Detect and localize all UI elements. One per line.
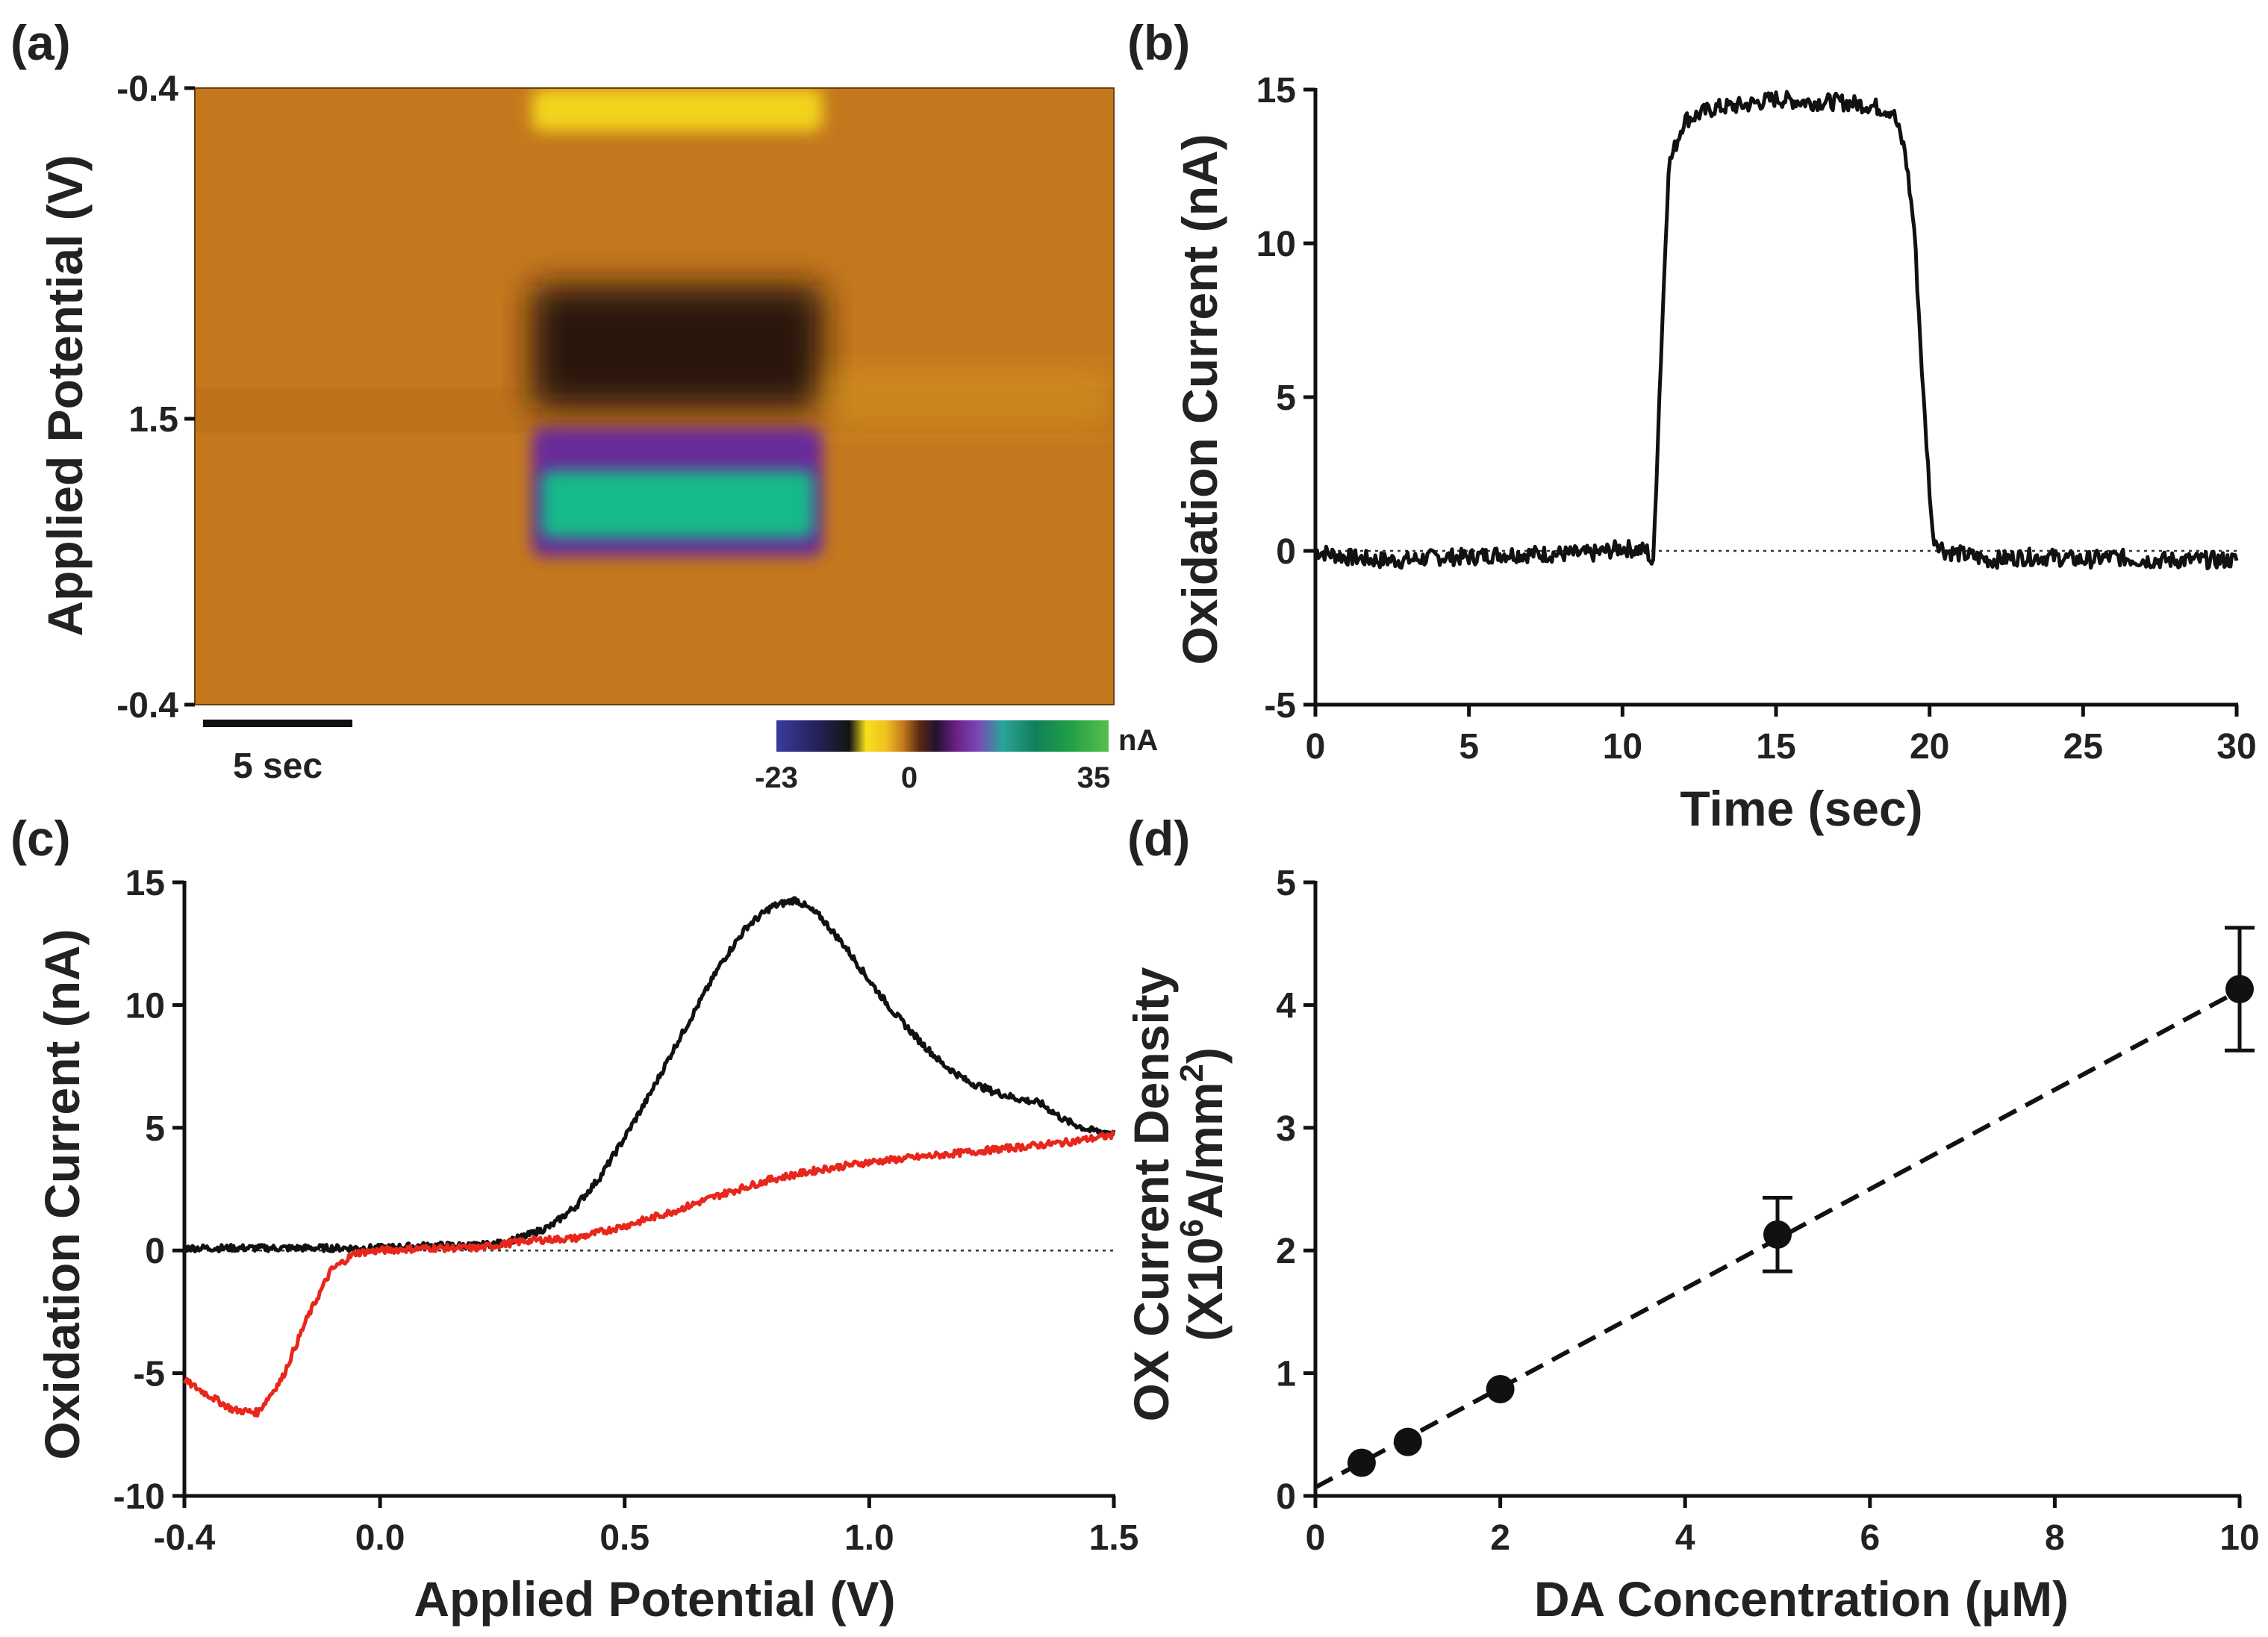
panel-b-x-tick-label: 10 — [1603, 727, 1642, 767]
panel-d-x-tick-label: 10 — [2219, 1518, 2259, 1558]
panel-d-ylabel-line1: OX Current Density — [1124, 967, 1179, 1421]
panel-d-y-tick-label: 5 — [1276, 864, 1296, 903]
panel-c-reduction-line — [182, 1130, 1115, 1418]
panel-c-x-tick-label: 0.5 — [599, 1518, 649, 1558]
panel-d-label: (d) — [1127, 811, 1190, 866]
panel-c-y-tick-label: 5 — [145, 1109, 165, 1149]
panel-d-x-tick-label: 6 — [1860, 1518, 1880, 1558]
panel-b-y-tick-label: 5 — [1276, 378, 1296, 418]
panel-d-x-tick-label: 8 — [2045, 1518, 2065, 1558]
panel-b-x-tick-label: 15 — [1756, 727, 1795, 767]
panel-b-y-tick-label: 0 — [1276, 532, 1296, 572]
panel-a-y-tick-label: 1.5 — [128, 400, 178, 440]
panel-b-y-tick-label: -5 — [1264, 686, 1296, 726]
panel-c-oxidation-line — [183, 896, 1116, 1253]
panel-c: (c) Oxidation Current (nA) Applied Poten… — [10, 811, 1138, 1627]
panel-d-xlabel: DA Concentration (μM) — [1534, 1571, 2069, 1627]
panel-d-data-point — [1393, 1427, 1422, 1456]
panel-c-xlabel: Applied Potential (V) — [414, 1571, 895, 1627]
panel-d-data-point — [2225, 975, 2254, 1004]
panel-b-y-tick-label: 10 — [1256, 225, 1296, 264]
panel-d-x-tick-label: 4 — [1675, 1518, 1695, 1558]
panel-c-x-tick-label: 1.0 — [844, 1518, 894, 1558]
colorbar-max-label: 35 — [1077, 761, 1111, 794]
panel-d-data-point — [1486, 1374, 1515, 1403]
panel-d-y-tick-label: 4 — [1276, 986, 1296, 1026]
panel-b-x-tick-label: 0 — [1306, 727, 1326, 767]
panel-d-ylabel-line2: (X106A/mm2) — [1174, 1047, 1233, 1341]
panel-d-x-tick-label: 2 — [1490, 1518, 1510, 1558]
panel-b-x-tick-label: 30 — [2216, 727, 2256, 767]
panel-d-y-tick-label: 3 — [1276, 1109, 1296, 1149]
colorbar-gradient — [776, 720, 1109, 752]
panel-c-ylabel: Oxidation Current (nA) — [34, 929, 90, 1459]
panel-b-y-tick-label: 15 — [1256, 71, 1296, 110]
panel-b-series-line — [1314, 90, 2239, 571]
panel-c-x-tick-label: -0.4 — [154, 1518, 216, 1558]
heatmap-reduction-band-top — [532, 88, 823, 131]
colorbar-min-label: -23 — [755, 761, 798, 794]
panel-c-label: (c) — [10, 811, 71, 866]
panel-d-y-tick-label: 0 — [1276, 1477, 1296, 1517]
colorbar-zero-label: 0 — [901, 761, 918, 794]
panel-b-ylabel: Oxidation Current (nA) — [1172, 134, 1227, 664]
heatmap-afterglow — [823, 371, 1114, 428]
colorbar-unit: nA — [1118, 724, 1158, 757]
panel-c-y-tick-label: 0 — [145, 1232, 165, 1271]
panel-c-y-tick-label: -5 — [133, 1355, 165, 1394]
panel-d-data-point — [1347, 1448, 1376, 1477]
panel-c-x-tick-label: 0.0 — [355, 1518, 405, 1558]
panel-b-x-tick-label: 5 — [1459, 727, 1479, 767]
panel-d-y-tick-label: 1 — [1276, 1355, 1296, 1394]
panel-d-x-tick-label: 0 — [1306, 1518, 1326, 1558]
scale-bar-label: 5 sec — [233, 746, 323, 786]
panel-b: (b) Oxidation Current (nA) Time (sec) 0 5… — [1127, 15, 2257, 836]
panel-c-y-tick-label: -10 — [113, 1477, 165, 1517]
heatmap-frame — [194, 87, 1115, 705]
panel-a-ylabel: Applied Potential (V) — [37, 155, 93, 636]
panel-b-x-tick-label: 25 — [2063, 727, 2103, 767]
panel-c-y-tick-label: 15 — [125, 864, 165, 903]
heatmap-dark-reduction-band — [532, 285, 823, 409]
panel-d: (d) OX Current Density (X106A/mm2) DA Co… — [1124, 811, 2260, 1627]
panel-d-data-point — [1763, 1220, 1792, 1249]
panel-b-x-tick-label: 20 — [1910, 727, 1949, 767]
panel-a-y-tick-label: -0.4 — [116, 686, 178, 726]
panel-d-y-tick-label: 2 — [1276, 1232, 1296, 1271]
panel-a-y-tick-label: -0.4 — [116, 69, 178, 109]
panel-c-y-tick-label: 10 — [125, 986, 165, 1026]
colorbar: nA -23 0 35 — [755, 720, 1158, 794]
panel-b-label: (b) — [1127, 15, 1190, 70]
heatmap — [195, 88, 1114, 705]
scale-bar — [203, 720, 352, 727]
panel-b-xlabel: Time (sec) — [1680, 781, 1922, 836]
panel-a-label: (a) — [10, 15, 71, 70]
heatmap-dopamine-oxidation-peak — [540, 470, 814, 538]
panel-c-x-tick-label: 1.5 — [1089, 1518, 1139, 1558]
panel-a: (a) Applied Potential (V) -0.4 1.5 -0.4 5 … — [10, 15, 1158, 794]
